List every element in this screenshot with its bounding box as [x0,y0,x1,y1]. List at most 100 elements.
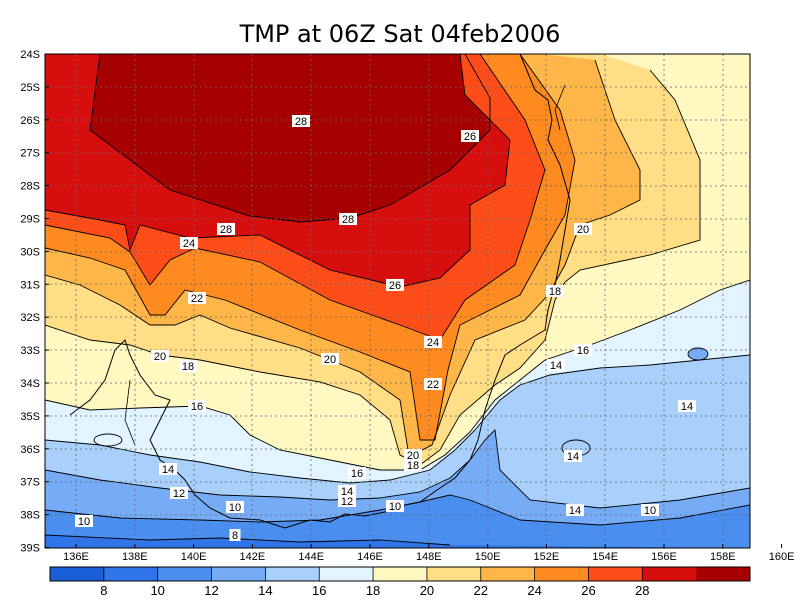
contour-label-bg [461,130,479,142]
contour-label: 14 [159,463,177,476]
contour-label-text: 18 [407,460,419,472]
lat-label: 36S [20,444,40,456]
contour-label-bg [574,344,592,356]
contour-label: 10 [386,500,404,513]
contour-label-bg [170,487,188,499]
contour-label: 14 [564,450,582,463]
colorbar-swatch [696,567,751,581]
colorbar-tick-label: 18 [366,583,380,598]
contour-label-bg [424,378,442,390]
contour-label: 14 [678,400,696,413]
contour-label-text: 14 [681,401,693,413]
contour-label-text: 14 [550,360,562,372]
lon-label: 160E [769,551,795,563]
contour-label: 28 [292,115,310,128]
contour-label: 22 [424,378,442,391]
contour-8 [45,534,451,546]
contour-label-bg [641,504,659,516]
contour-label-text: 28 [342,214,354,226]
contour-18 [45,69,701,466]
colorbar: 8 10 12 14 16 18 20 22 24 26 28 [49,566,751,598]
lat-label: 33S [20,345,40,357]
contour-label: 20 [151,350,169,363]
contour-label: 20 [574,223,592,236]
map-title: TMP at 06Z Sat 04feb2006 [239,20,561,48]
contour-label-text: 10 [78,516,90,528]
lat-label: 38S [20,510,40,522]
contour-label: 14 [547,359,565,372]
contour-label-text: 14 [567,451,579,463]
lon-label: 138E [122,551,148,563]
longitude-labels: 136E 138E 140E 142E 144E 146E 148E 150E 152E 154E… [63,544,794,563]
contour-label-text: 22 [427,379,439,391]
lat-label: 39S [20,543,40,555]
colorbar-swatch [426,567,482,581]
contour-label: 24 [180,237,198,250]
contour-label: 10 [641,504,659,517]
contour-22 [45,54,576,441]
colorbar-tick-label: 8 [100,583,107,598]
contour-label: 26 [386,279,404,292]
contour-label-bg [404,449,422,461]
contour-label-bg [188,292,206,304]
pocket-14-ne [688,348,708,360]
lon-label: 158E [710,551,736,563]
contour-24 [45,54,546,341]
contour-label-text: 20 [577,224,589,236]
contour-label: 12 [170,487,188,500]
colorbar-swatch [480,567,536,581]
contour-label-bg [547,359,565,371]
contour-label-bg [229,529,241,541]
contour-label-text: 26 [464,131,476,143]
lat-label: 25S [20,82,40,94]
colorbar-tick-label: 28 [635,583,649,598]
contour-label-bg [292,115,310,127]
river [554,84,566,131]
contour-label-bg [338,495,356,507]
contour-label: 22 [188,292,206,305]
contour-label: 24 [424,336,442,349]
contour-label-bg [188,400,206,412]
colorbar-swatch [265,567,320,581]
contour-label-text: 28 [220,224,232,236]
contour-label-bg [386,500,404,512]
lat-label: 30S [20,246,40,258]
lat-label: 37S [20,477,40,489]
colorbar-tick-label: 14 [258,583,272,598]
contour-12 [45,429,750,509]
lon-label: 142E [240,551,266,563]
colorbar-swatch [642,567,697,581]
lon-label: 148E [416,551,442,563]
contour-label-bg [159,463,177,475]
contour-label-text: 12 [341,496,353,508]
colorbar-swatch [319,567,374,581]
contour-label: 26 [461,130,479,143]
contour-label-text: 16 [577,345,589,357]
contour-label: 20 [321,353,339,366]
lon-label: 152E [534,551,560,563]
contour-label-bg [339,213,357,225]
contour-label-bg [386,279,404,291]
contour-label-text: 16 [191,401,203,413]
contour-label: 16 [348,467,366,480]
contour-label-text: 12 [173,488,185,500]
lon-label: 140E [181,551,207,563]
contour-label-text: 20 [154,351,166,363]
contour-label-text: 18 [549,286,561,298]
lon-label: 146E [357,551,383,563]
contour-label-text: 24 [183,238,195,250]
colorbar-tick-label: 10 [150,583,164,598]
contour-label-bg [75,515,93,527]
contour-label-bg [678,400,696,412]
lon-label: 156E [651,551,677,563]
contour-label-text: 16 [351,468,363,480]
contour-label-text: 14 [569,505,581,517]
lon-label: 136E [63,551,89,563]
contour-label: 16 [574,344,592,357]
contour-label-text: 20 [324,354,336,366]
gridlines [45,54,750,548]
band-12-14 [45,54,750,548]
contour-lines [45,54,750,546]
contour-14 [45,354,750,484]
